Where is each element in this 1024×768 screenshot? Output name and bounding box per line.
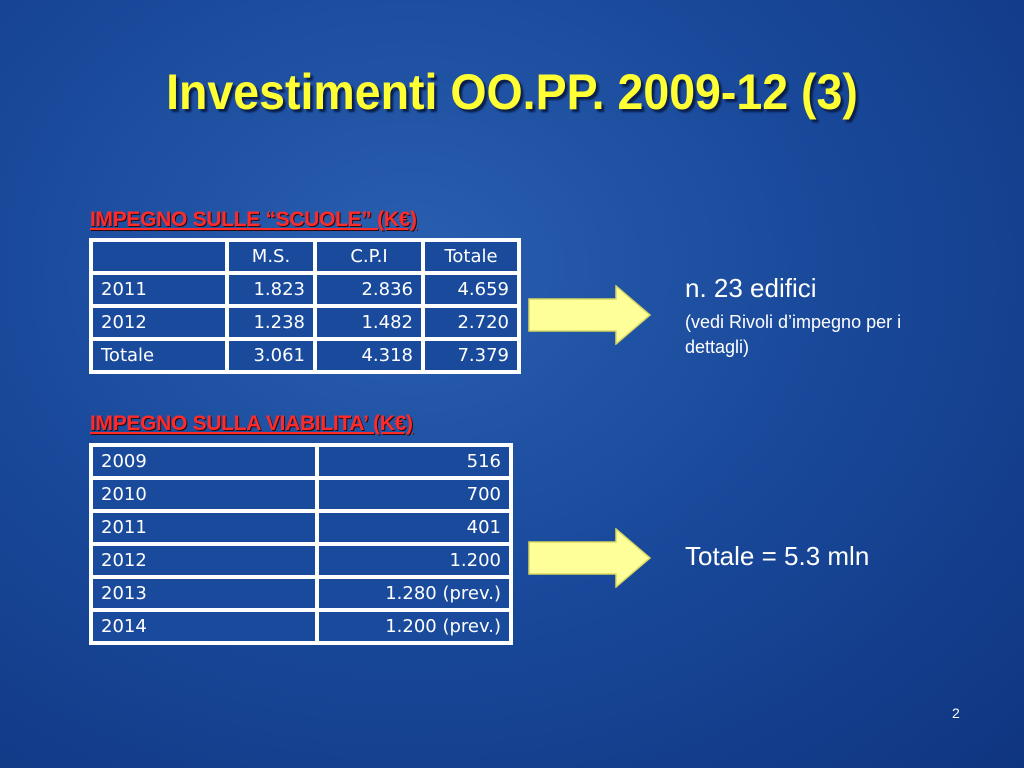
slide-title: Investimenti OO.PP. 2009-12 (3) [166,64,858,120]
table-cell: 2010 [91,478,317,511]
table-cell: 1.200 (prev.) [317,610,511,643]
buildings-detail-note: (vedi Rivoli d’impegno per i dettagli) [685,312,902,357]
table-cell: 1.238 [227,306,315,339]
table-header-cell: Totale [423,240,519,273]
table-cell: 3.061 [227,339,315,372]
table-cell: 401 [317,511,511,544]
table-row: 2011 1.823 2.836 4.659 [91,273,519,306]
table-cell: 1.482 [315,306,423,339]
page-number: 2 [952,705,960,721]
table-cell: 2.836 [315,273,423,306]
table-cell: 2011 [91,273,227,306]
table-cell: 1.280 (prev.) [317,577,511,610]
table-cell: 516 [317,445,511,478]
table-row: 2009 516 [91,445,511,478]
schools-section-title: IMPEGNO SULLE “SCUOLE” (K€) [90,208,417,231]
right-arrow-icon [528,528,652,588]
table-cell: 2.720 [423,306,519,339]
table-header-cell: M.S. [227,240,315,273]
table-cell: 7.379 [423,339,519,372]
roads-total-note: Totale = 5.3 mln [685,541,870,571]
right-arrow-icon [528,285,652,345]
table-cell: 1.823 [227,273,315,306]
table-cell: 700 [317,478,511,511]
table-row: 2010 700 [91,478,511,511]
roads-table: 2009 516 2010 700 2011 401 2012 1.200 20… [89,443,513,645]
table-cell: 4.318 [315,339,423,372]
table-cell: 2012 [91,306,227,339]
table-cell: 1.200 [317,544,511,577]
table-header-row: M.S. C.P.I Totale [91,240,519,273]
table-cell: 2013 [91,577,317,610]
table-cell: 4.659 [423,273,519,306]
table-cell: Totale [91,339,227,372]
table-row: 2013 1.280 (prev.) [91,577,511,610]
table-row: Totale 3.061 4.318 7.379 [91,339,519,372]
table-row: 2012 1.200 [91,544,511,577]
table-header-cell: C.P.I [315,240,423,273]
buildings-count-note: n. 23 edifici [685,273,817,303]
table-cell: 2014 [91,610,317,643]
schools-table: M.S. C.P.I Totale 2011 1.823 2.836 4.659… [89,238,521,374]
table-cell: 2011 [91,511,317,544]
table-header-cell [91,240,227,273]
table-row: 2011 401 [91,511,511,544]
roads-section-title: IMPEGNO SULLA VIABILITA’ (K€) [90,412,413,435]
table-row: 2012 1.238 1.482 2.720 [91,306,519,339]
table-cell: 2009 [91,445,317,478]
table-cell: 2012 [91,544,317,577]
table-row: 2014 1.200 (prev.) [91,610,511,643]
